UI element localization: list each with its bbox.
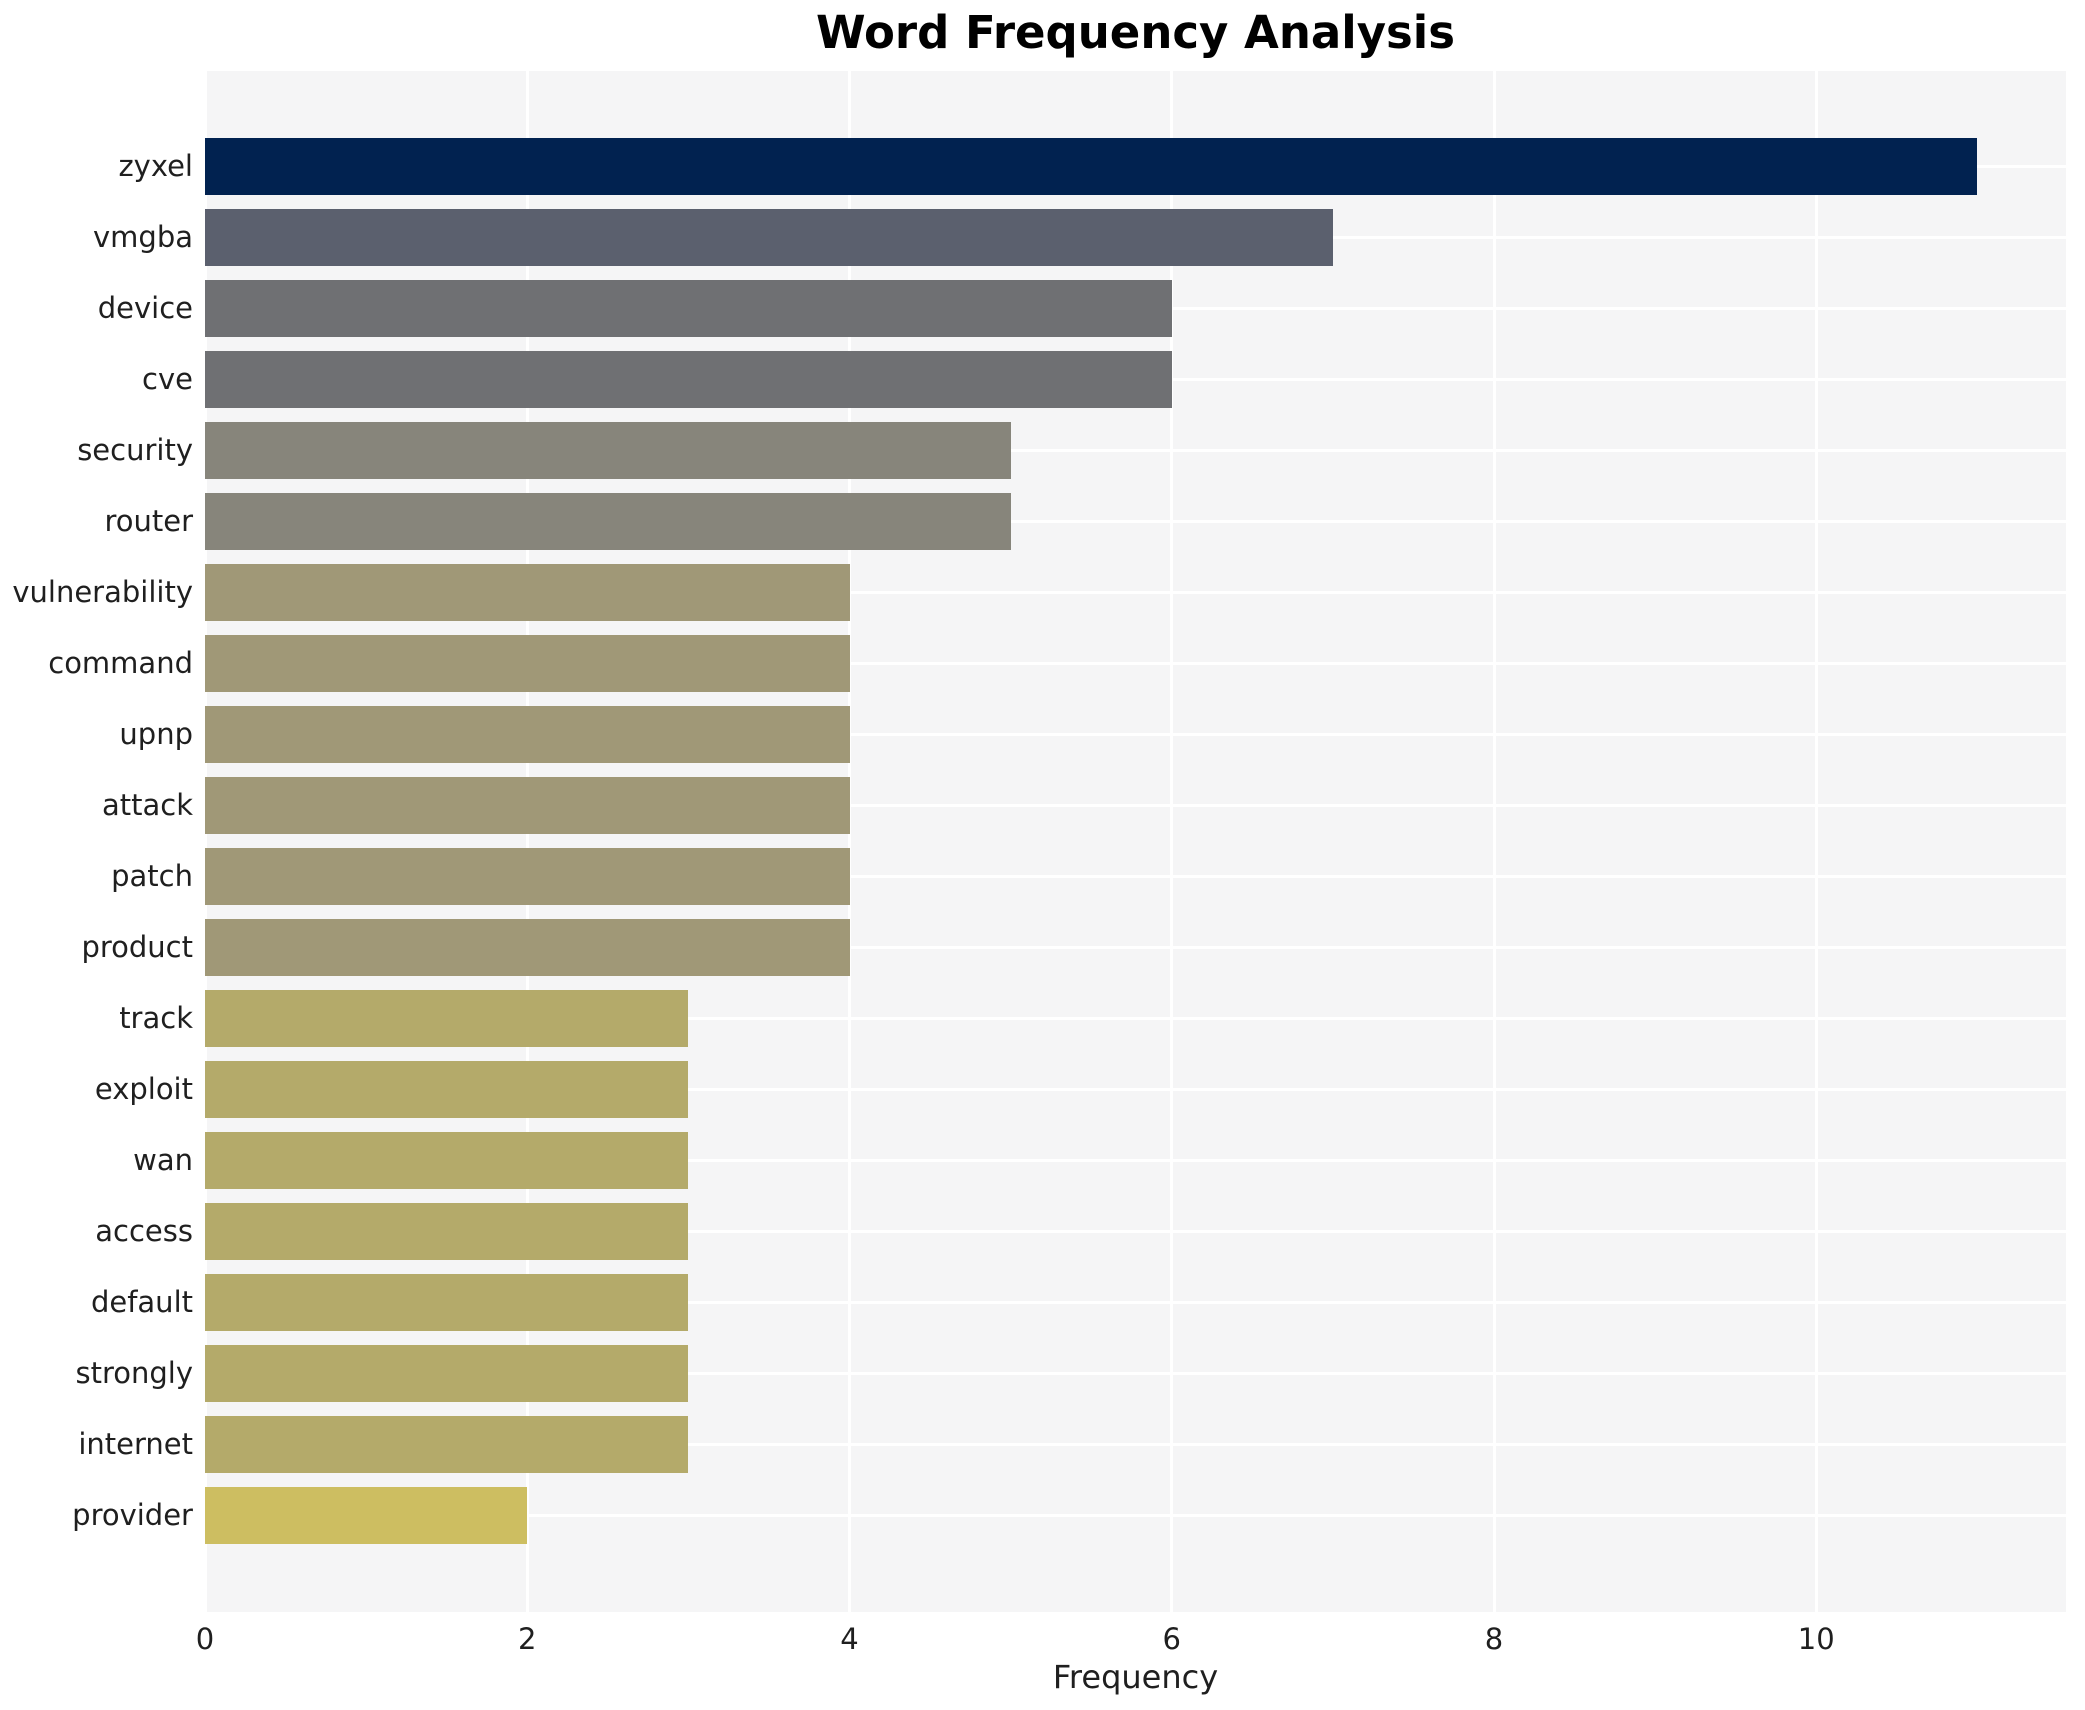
x-axis-tick-10: 10: [1797, 1622, 1835, 1656]
bar-vmgba: [205, 208, 1333, 266]
bar-security: [205, 421, 1011, 479]
bar-cve: [205, 350, 1172, 408]
gridline-y-exploit: [205, 1087, 2066, 1091]
y-axis-label-access: access: [95, 1214, 193, 1248]
y-axis-label-strongly: strongly: [75, 1356, 193, 1390]
gridline-x-8: [1492, 71, 1496, 1612]
bar-product: [205, 918, 850, 976]
x-axis-tick-2: 2: [518, 1622, 537, 1656]
y-axis-label-internet: internet: [78, 1427, 193, 1461]
bar-patch: [205, 847, 850, 905]
y-axis-label-upnp: upnp: [119, 717, 193, 751]
x-axis-tick-8: 8: [1484, 1622, 1504, 1656]
bar-wan: [205, 1131, 689, 1189]
y-axis-label-patch: patch: [111, 859, 193, 893]
bar-attack: [205, 776, 850, 834]
y-axis-label-vmgba: vmgba: [93, 220, 193, 254]
bar-zyxel: [205, 137, 1978, 195]
y-axis-label-exploit: exploit: [94, 1072, 193, 1106]
gridline-x-6: [1170, 71, 1174, 1612]
y-axis-label-product: product: [81, 930, 193, 964]
gridline-y-provider: [205, 1513, 2066, 1517]
bar-upnp: [205, 705, 850, 763]
bar-router: [205, 492, 1011, 550]
bar-device: [205, 279, 1172, 337]
gridline-x-10: [1814, 71, 1818, 1612]
gridline-x-2: [525, 71, 529, 1612]
gridline-x-0: [203, 71, 207, 1612]
y-axis-label-command: command: [48, 646, 193, 680]
gridline-y-default: [205, 1300, 2066, 1304]
gridline-y-vulnerability: [205, 590, 2066, 594]
y-axis-label-attack: attack: [101, 788, 193, 822]
gridline-y-upnp: [205, 732, 2066, 736]
bar-provider: [205, 1486, 528, 1544]
gridline-y-attack: [205, 803, 2066, 807]
y-axis-label-track: track: [119, 1001, 193, 1035]
y-axis-label-cve: cve: [142, 362, 193, 396]
bar-internet: [205, 1415, 689, 1473]
y-axis-label-device: device: [97, 291, 193, 325]
gridline-y-access: [205, 1229, 2066, 1233]
y-axis-label-security: security: [77, 433, 193, 467]
bar-track: [205, 989, 689, 1047]
y-axis-label-wan: wan: [133, 1143, 193, 1177]
y-axis-label-provider: provider: [72, 1498, 193, 1532]
bar-strongly: [205, 1344, 689, 1402]
bar-vulnerability: [205, 563, 850, 621]
x-axis-tick-0: 0: [195, 1622, 215, 1656]
x-axis-title: Frequency: [1052, 1658, 1219, 1696]
gridline-y-product: [205, 945, 2066, 949]
bar-access: [205, 1202, 689, 1260]
gridline-x-4: [848, 71, 851, 1612]
x-axis-tick-4: 4: [840, 1622, 859, 1656]
gridline-y-command: [205, 661, 2066, 665]
bar-default: [205, 1273, 689, 1331]
x-axis-tick-6: 6: [1162, 1622, 1181, 1656]
gridline-y-patch: [205, 874, 2066, 878]
gridline-y-strongly: [205, 1371, 2066, 1375]
bar-command: [205, 634, 850, 692]
plot-area: [203, 71, 2066, 1612]
y-axis-label-router: router: [104, 504, 193, 538]
chart-title: Word Frequency Analysis: [815, 6, 1456, 59]
bar-exploit: [205, 1060, 689, 1118]
y-axis-label-vulnerability: vulnerability: [12, 575, 193, 609]
y-axis-label-default: default: [90, 1285, 193, 1319]
gridline-y-track: [205, 1016, 2066, 1020]
gridline-y-router: [205, 519, 2066, 523]
gridline-y-internet: [205, 1442, 2066, 1446]
y-axis-label-zyxel: zyxel: [118, 149, 193, 183]
gridline-y-security: [205, 448, 2066, 452]
gridline-y-wan: [205, 1158, 2066, 1162]
